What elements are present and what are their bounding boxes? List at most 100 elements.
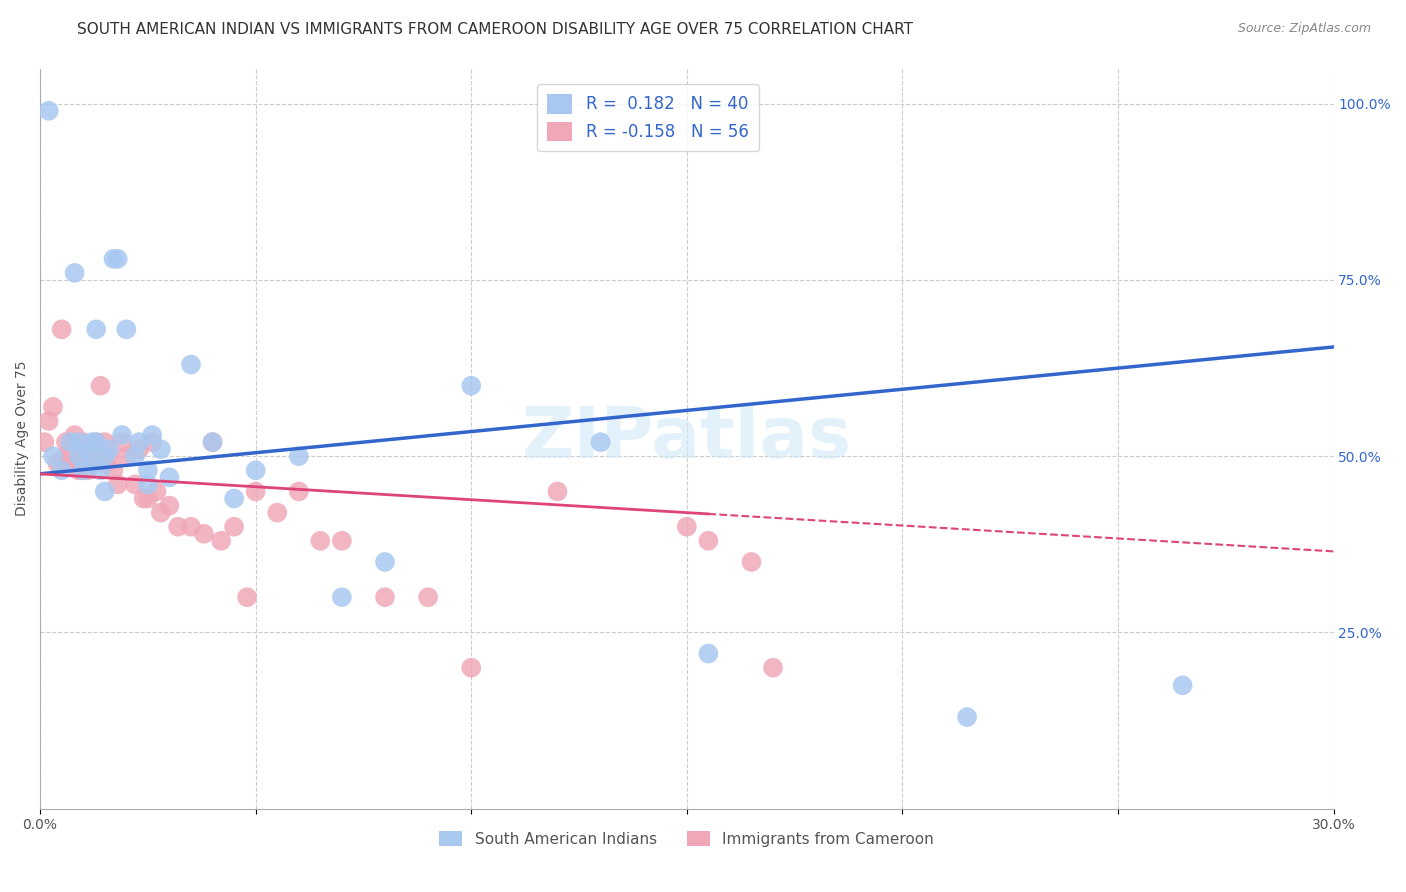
Point — [589, 435, 612, 450]
Point — [80, 449, 103, 463]
Point — [132, 491, 155, 506]
Point — [180, 358, 202, 372]
Point — [145, 484, 167, 499]
Point — [1171, 678, 1194, 692]
Text: Source: ZipAtlas.com: Source: ZipAtlas.com — [1237, 22, 1371, 36]
Point — [136, 463, 159, 477]
Point — [159, 470, 181, 484]
Point — [55, 435, 77, 450]
Point — [84, 322, 107, 336]
Point — [103, 252, 125, 266]
Point — [546, 484, 568, 499]
Point — [111, 428, 134, 442]
Point — [236, 591, 259, 605]
Point — [38, 103, 60, 118]
Point — [330, 533, 353, 548]
Point — [98, 442, 121, 457]
Point — [697, 647, 720, 661]
Point — [266, 506, 288, 520]
Point — [180, 519, 202, 533]
Point — [34, 435, 56, 450]
Text: ZIPatlas: ZIPatlas — [522, 404, 852, 473]
Point — [38, 414, 60, 428]
Point — [330, 591, 353, 605]
Point — [76, 442, 98, 457]
Point — [224, 491, 246, 506]
Y-axis label: Disability Age Over 75: Disability Age Over 75 — [15, 361, 30, 516]
Point — [63, 266, 86, 280]
Point — [80, 435, 103, 450]
Point — [63, 428, 86, 442]
Point — [115, 322, 138, 336]
Point — [201, 435, 224, 450]
Point — [124, 477, 146, 491]
Point — [141, 435, 163, 450]
Point — [59, 435, 82, 450]
Point — [67, 435, 90, 450]
Point — [136, 491, 159, 506]
Point — [201, 435, 224, 450]
Point — [167, 519, 190, 533]
Point — [72, 449, 94, 463]
Point — [124, 449, 146, 463]
Point — [675, 519, 697, 533]
Point — [72, 435, 94, 450]
Point — [67, 463, 90, 477]
Point — [76, 463, 98, 477]
Point — [67, 449, 90, 463]
Text: SOUTH AMERICAN INDIAN VS IMMIGRANTS FROM CAMEROON DISABILITY AGE OVER 75 CORRELA: SOUTH AMERICAN INDIAN VS IMMIGRANTS FROM… — [77, 22, 914, 37]
Point — [956, 710, 979, 724]
Point — [209, 533, 232, 548]
Point — [128, 435, 150, 450]
Point — [245, 484, 267, 499]
Point — [141, 428, 163, 442]
Point — [94, 456, 117, 470]
Point — [80, 456, 103, 470]
Point — [59, 456, 82, 470]
Point — [740, 555, 762, 569]
Point — [55, 449, 77, 463]
Point — [136, 477, 159, 491]
Point — [59, 442, 82, 457]
Point — [107, 252, 129, 266]
Point — [46, 456, 69, 470]
Point — [115, 449, 138, 463]
Point — [309, 533, 332, 548]
Point — [418, 591, 440, 605]
Point — [111, 435, 134, 450]
Point — [89, 463, 111, 477]
Point — [460, 661, 482, 675]
Point — [159, 499, 181, 513]
Point — [89, 378, 111, 392]
Point — [98, 449, 121, 463]
Point — [103, 463, 125, 477]
Point — [84, 435, 107, 450]
Point — [128, 442, 150, 457]
Point — [51, 322, 73, 336]
Point — [460, 378, 482, 392]
Point — [42, 400, 65, 414]
Point — [42, 449, 65, 463]
Point — [697, 533, 720, 548]
Point — [245, 463, 267, 477]
Point — [193, 526, 215, 541]
Point — [288, 449, 311, 463]
Point — [762, 661, 785, 675]
Point — [72, 463, 94, 477]
Point — [94, 449, 117, 463]
Point — [374, 591, 396, 605]
Point — [51, 463, 73, 477]
Point — [94, 435, 117, 450]
Legend: R =  0.182   N = 40, R = -0.158   N = 56: R = 0.182 N = 40, R = -0.158 N = 56 — [537, 84, 759, 151]
Point — [288, 484, 311, 499]
Point — [84, 435, 107, 450]
Point — [149, 506, 172, 520]
Point — [67, 435, 90, 450]
Point — [374, 555, 396, 569]
Point — [224, 519, 246, 533]
Point — [94, 484, 117, 499]
Point — [107, 477, 129, 491]
Point — [80, 456, 103, 470]
Point — [149, 442, 172, 457]
Point — [63, 449, 86, 463]
